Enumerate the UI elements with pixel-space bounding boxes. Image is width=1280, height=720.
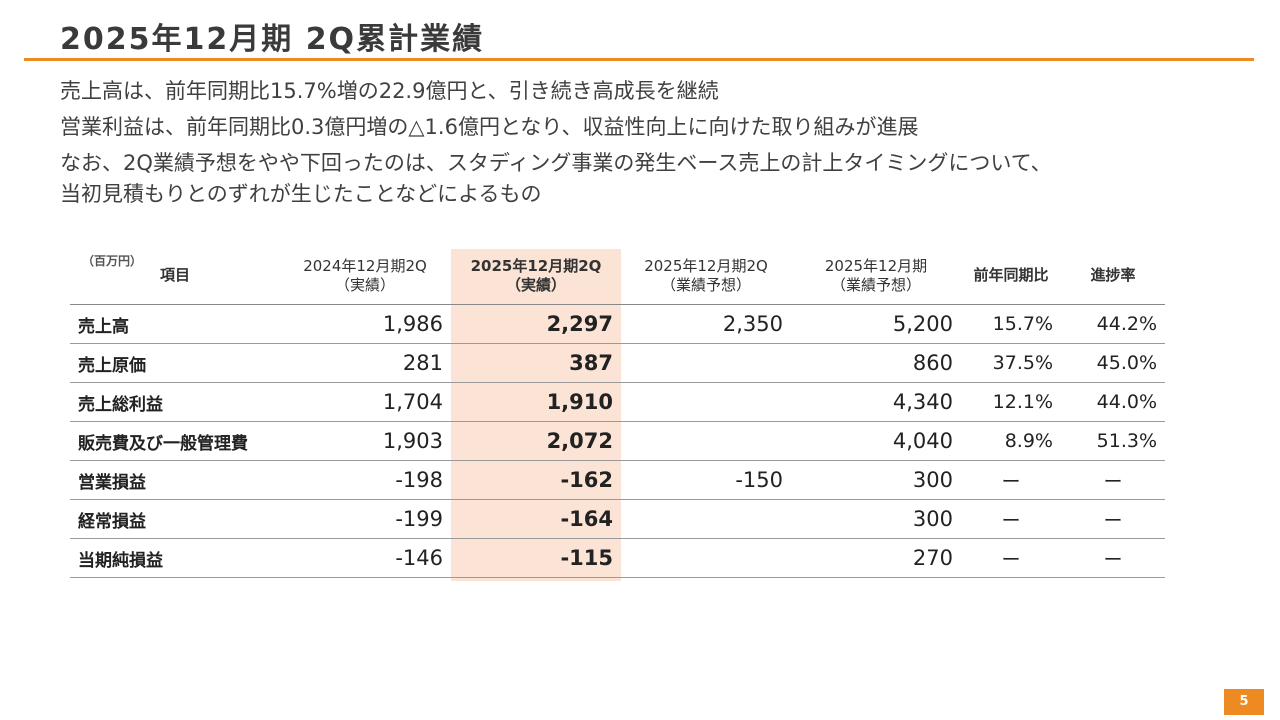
cell-fy2024-2q-actual: 1,986 [280,304,451,344]
cell-fy2024-2q-actual: 1,903 [280,421,451,461]
cell-yoy: ー [961,460,1061,500]
header-fy2025-2q-actual-line1: 2025年12月期2Q [470,257,602,275]
cell-progress: 51.3% [1061,421,1165,461]
header-fy2024-2q-actual-line2: （実績） [334,276,395,294]
cell-fy2025-2q-actual: 2,297 [451,304,621,344]
cell-progress: 44.2% [1061,304,1165,344]
summary-text: 売上高は、前年同期比15.7%増の22.9億円と、引き続き高成長を継続 営業利益… [60,76,1240,215]
cell-fy2025-2q-forecast [621,343,791,383]
cell-progress: 44.0% [1061,382,1165,422]
cell-yoy: 15.7% [961,304,1061,344]
cell-yoy: ー [961,499,1061,539]
cell-yoy: 8.9% [961,421,1061,461]
header-fy2025-2q-actual: 2025年12月期2Q （実績） [451,257,621,295]
cell-fy2025-forecast: 300 [791,460,961,500]
unit-label: （百万円） [82,254,143,268]
row-label: 当期純損益 [70,538,280,578]
header-fy2024-2q-actual-line1: 2024年12月期2Q [303,257,427,275]
cell-fy2024-2q-actual: -198 [280,460,451,500]
cell-progress: 45.0% [1061,343,1165,383]
table-row: 営業損益 -198 -162 -150 300 ーー [70,460,1165,500]
header-fy2025-2q-forecast-line1: 2025年12月期2Q [644,257,768,275]
table-row: 販売費及び一般管理費 1,903 2,072 4,040 8.9% 51.3% [70,421,1165,461]
row-label: 売上高 [70,304,280,344]
header-fy2025-2q-forecast-line2: （業績予想） [660,276,751,294]
table-row: 売上高 1,986 2,297 2,350 5,200 15.7% 44.2% [70,304,1165,344]
cell-fy2025-2q-actual: -162 [451,460,621,500]
row-label: 販売費及び一般管理費 [70,421,280,461]
cell-yoy: 37.5% [961,343,1061,383]
cell-fy2025-2q-actual: 2,072 [451,421,621,461]
table-row: 当期純損益 -146 -115 270 ーー [70,538,1165,578]
header-fy2025-forecast-line1: 2025年12月期 [824,257,928,275]
cell-fy2025-forecast: 270 [791,538,961,578]
header-fy2025-2q-forecast: 2025年12月期2Q （業績予想） [621,257,791,295]
header-fy2025-forecast: 2025年12月期 （業績予想） [791,257,961,295]
header-yoy: 前年同期比 [973,266,1049,284]
header-fy2024-2q-actual: 2024年12月期2Q （実績） [280,257,450,295]
cell-yoy: ー [961,538,1061,578]
cell-fy2025-forecast: 4,040 [791,421,961,461]
cell-fy2024-2q-actual: 1,704 [280,382,451,422]
summary-line-1: 売上高は、前年同期比15.7%増の22.9億円と、引き続き高成長を継続 [60,79,719,103]
table-row: 経常損益 -199 -164 300 ーー [70,499,1165,539]
results-table: 売上高 1,986 2,297 2,350 5,200 15.7% 44.2% 売上原価 281… [70,304,1165,578]
cell-fy2025-2q-forecast [621,538,791,578]
cell-fy2025-2q-actual: 1,910 [451,382,621,422]
results-table-body: 売上高 1,986 2,297 2,350 5,200 15.7% 44.2% 売上原価 281… [70,304,1165,578]
header-item: 項目 [159,266,190,284]
table-row: 売上総利益 1,704 1,910 4,340 12.1% 44.0% [70,382,1165,422]
row-label: 売上原価 [70,343,280,383]
row-label: 営業損益 [70,460,280,500]
cell-fy2024-2q-actual: -199 [280,499,451,539]
cell-fy2025-2q-actual: 387 [451,343,621,383]
row-label: 経常損益 [70,499,280,539]
cell-fy2025-2q-forecast [621,421,791,461]
cell-fy2024-2q-actual: -146 [280,538,451,578]
cell-fy2025-2q-actual: -115 [451,538,621,578]
cell-fy2025-2q-forecast: 2,350 [621,304,791,344]
slide-title: 2025年12月期 2Q累計業績 [60,22,485,57]
cell-fy2025-2q-forecast: -150 [621,460,791,500]
summary-line-2: 営業利益は、前年同期比0.3億円増の△1.6億円となり、収益性向上に向けた取り組… [60,115,919,139]
title-underline [24,58,1254,61]
cell-fy2025-forecast: 300 [791,499,961,539]
cell-progress: ー [1061,538,1165,578]
header-fy2025-2q-actual-line2: （実績） [505,276,566,294]
cell-fy2025-forecast: 5,200 [791,304,961,344]
header-fy2025-forecast-line2: （業績予想） [830,276,921,294]
cell-fy2025-2q-forecast [621,499,791,539]
cell-progress: ー [1061,499,1165,539]
cell-progress: ー [1061,460,1165,500]
cell-fy2024-2q-actual: 281 [280,343,451,383]
cell-fy2025-forecast: 4,340 [791,382,961,422]
table-row: 売上原価 281 387 860 37.5% 45.0% [70,343,1165,383]
header-progress: 進捗率 [1090,266,1136,284]
row-label: 売上総利益 [70,382,280,422]
cell-fy2025-forecast: 860 [791,343,961,383]
cell-yoy: 12.1% [961,382,1061,422]
summary-line-4: 当初見積もりとのずれが生じたことなどによるもの [60,182,542,206]
cell-fy2025-2q-actual: -164 [451,499,621,539]
cell-fy2025-2q-forecast [621,382,791,422]
summary-line-3: なお、2Q業績予想をやや下回ったのは、スタディング事業の発生ベース売上の計上タイ… [60,151,1052,175]
page-number: 5 [1224,689,1264,715]
